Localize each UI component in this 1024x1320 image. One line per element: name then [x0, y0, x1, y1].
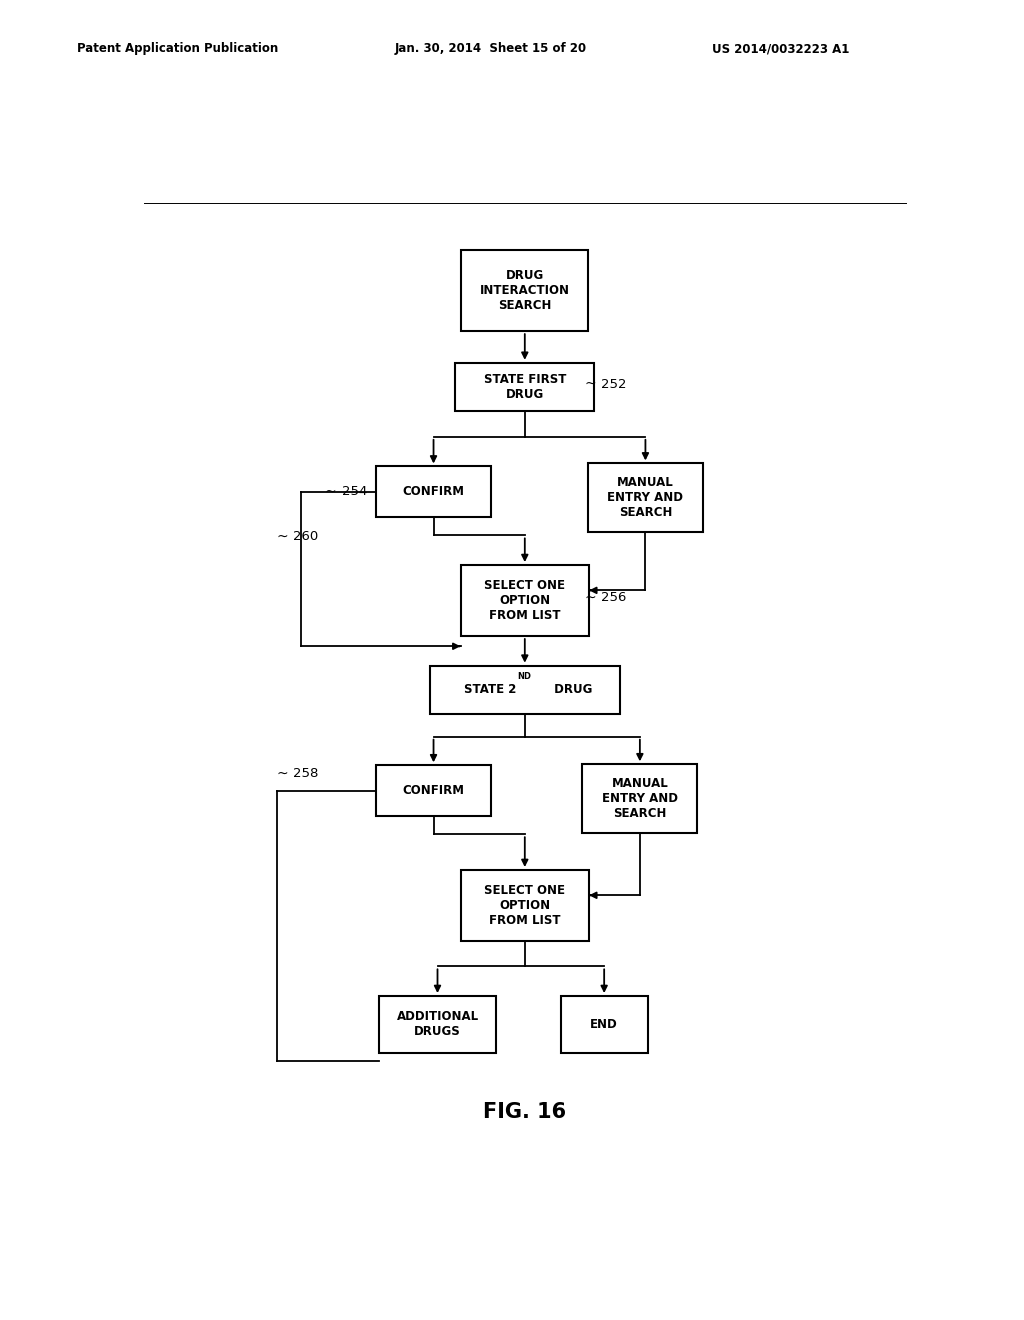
Bar	[461, 870, 589, 941]
Text: CONFIRM: CONFIRM	[402, 486, 465, 498]
Text: ND: ND	[517, 672, 530, 681]
Text: 252: 252	[601, 378, 627, 391]
Text: ~: ~	[584, 378, 596, 391]
Text: ~: ~	[276, 529, 289, 544]
Text: 256: 256	[601, 591, 627, 605]
Text: STATE 2: STATE 2	[465, 684, 517, 697]
Text: 258: 258	[293, 767, 318, 780]
Bar	[376, 766, 492, 816]
Text: STATE FIRST
DRUG: STATE FIRST DRUG	[483, 374, 566, 401]
Text: SELECT ONE
OPTION
FROM LIST: SELECT ONE OPTION FROM LIST	[484, 579, 565, 622]
Text: DRUG
INTERACTION
SEARCH: DRUG INTERACTION SEARCH	[480, 269, 569, 312]
Text: MANUAL
ENTRY AND
SEARCH: MANUAL ENTRY AND SEARCH	[607, 477, 683, 519]
Text: CONFIRM: CONFIRM	[402, 784, 465, 797]
Text: SELECT ONE
OPTION
FROM LIST: SELECT ONE OPTION FROM LIST	[484, 884, 565, 927]
Text: Jan. 30, 2014  Sheet 15 of 20: Jan. 30, 2014 Sheet 15 of 20	[394, 42, 587, 55]
Bar	[583, 764, 697, 833]
Text: ~: ~	[584, 590, 596, 605]
Text: 260: 260	[293, 531, 318, 543]
Text: ~: ~	[276, 767, 289, 780]
Bar	[430, 665, 621, 714]
Bar	[588, 463, 702, 532]
Text: ~: ~	[325, 484, 336, 499]
Bar	[456, 363, 594, 412]
Text: Patent Application Publication: Patent Application Publication	[77, 42, 279, 55]
Bar	[376, 466, 492, 517]
Text: END: END	[590, 1018, 618, 1031]
Bar	[560, 995, 648, 1053]
Text: FIG. 16: FIG. 16	[483, 1102, 566, 1122]
Text: MANUAL
ENTRY AND
SEARCH: MANUAL ENTRY AND SEARCH	[602, 777, 678, 820]
Text: 254: 254	[342, 486, 368, 498]
Text: ADDITIONAL
DRUGS: ADDITIONAL DRUGS	[396, 1010, 478, 1039]
Bar	[461, 249, 588, 331]
Bar	[379, 995, 497, 1053]
Text: US 2014/0032223 A1: US 2014/0032223 A1	[712, 42, 849, 55]
Text: DRUG: DRUG	[550, 684, 593, 697]
Bar	[461, 565, 589, 636]
